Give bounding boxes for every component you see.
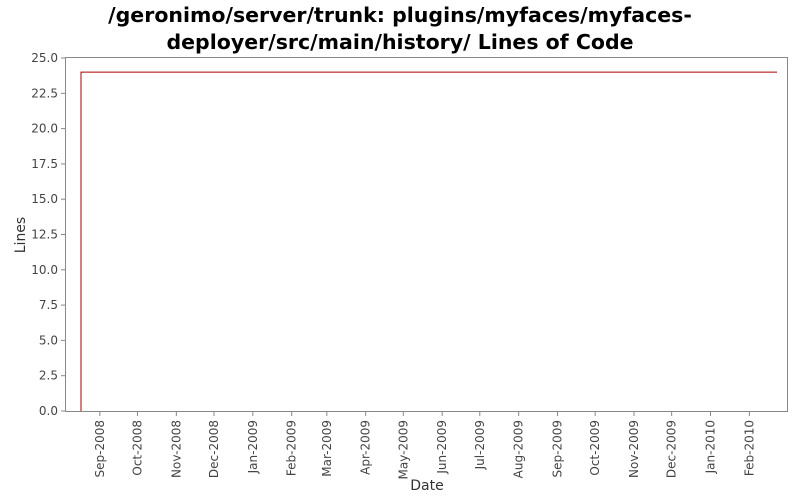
x-tick-label: Mar-2009: [320, 420, 334, 477]
y-tick-label: 25.0: [31, 51, 58, 65]
x-tick-label: Jan-2010: [704, 420, 718, 474]
x-tick-label: Jun-2009: [435, 420, 449, 475]
series-group: [80, 71, 777, 411]
y-axis-label: Lines: [13, 217, 29, 253]
y-tick-label: 7.5: [39, 298, 58, 312]
x-tick-label: Apr-2009: [359, 420, 373, 475]
x-tick-label: Sep-2008: [93, 420, 107, 478]
x-tick-label: Dec-2008: [207, 420, 221, 478]
plot-area: [65, 57, 788, 412]
y-tick-label: 2.5: [39, 369, 58, 383]
x-tick-label: Jul-2009: [473, 420, 487, 470]
x-tick-label: Nov-2009: [627, 420, 641, 478]
x-tick-label: Feb-2009: [285, 420, 299, 476]
x-tick-label: Aug-2009: [512, 420, 526, 478]
y-axis-ticks: 0.0 2.5 5.0 7.5 10.0 12.5 15.0 17.5 20.0 22.5 25.0: [31, 51, 65, 418]
x-tick-label: Oct-2008: [130, 420, 144, 476]
x-tick-label: Feb-2010: [742, 420, 756, 476]
y-tick-label: 22.5: [31, 86, 58, 100]
x-tick-label: Sep-2009: [551, 420, 565, 478]
x-tick-label: Jan-2009: [246, 420, 260, 474]
x-tick-label: May-2009: [396, 420, 410, 479]
x-tick-label: Dec-2009: [665, 420, 679, 478]
x-axis-ticks: Sep-2008 Oct-2008 Nov-2008 Dec-2008 Jan-2009…: [93, 412, 756, 479]
y-tick-label: 5.0: [39, 333, 58, 347]
x-tick-label: Oct-2009: [588, 420, 602, 476]
chart-title-line-2: deployer/src/main/history/ Lines of Code: [166, 30, 634, 54]
y-tick-label: 10.0: [31, 263, 58, 277]
y-tick-label: 12.5: [31, 228, 58, 242]
series-line: [80, 71, 777, 411]
y-tick-label: 0.0: [39, 404, 58, 418]
y-tick-label: 17.5: [31, 157, 58, 171]
x-tick-label: Nov-2008: [169, 420, 183, 478]
chart-title: /geronimo/server/trunk: plugins/myfaces/…: [0, 2, 800, 56]
y-tick-label: 15.0: [31, 192, 58, 206]
x-axis-label: Date: [410, 478, 443, 494]
chart-title-line-1: /geronimo/server/trunk: plugins/myfaces/…: [108, 3, 692, 27]
y-tick-label: 20.0: [31, 122, 58, 136]
